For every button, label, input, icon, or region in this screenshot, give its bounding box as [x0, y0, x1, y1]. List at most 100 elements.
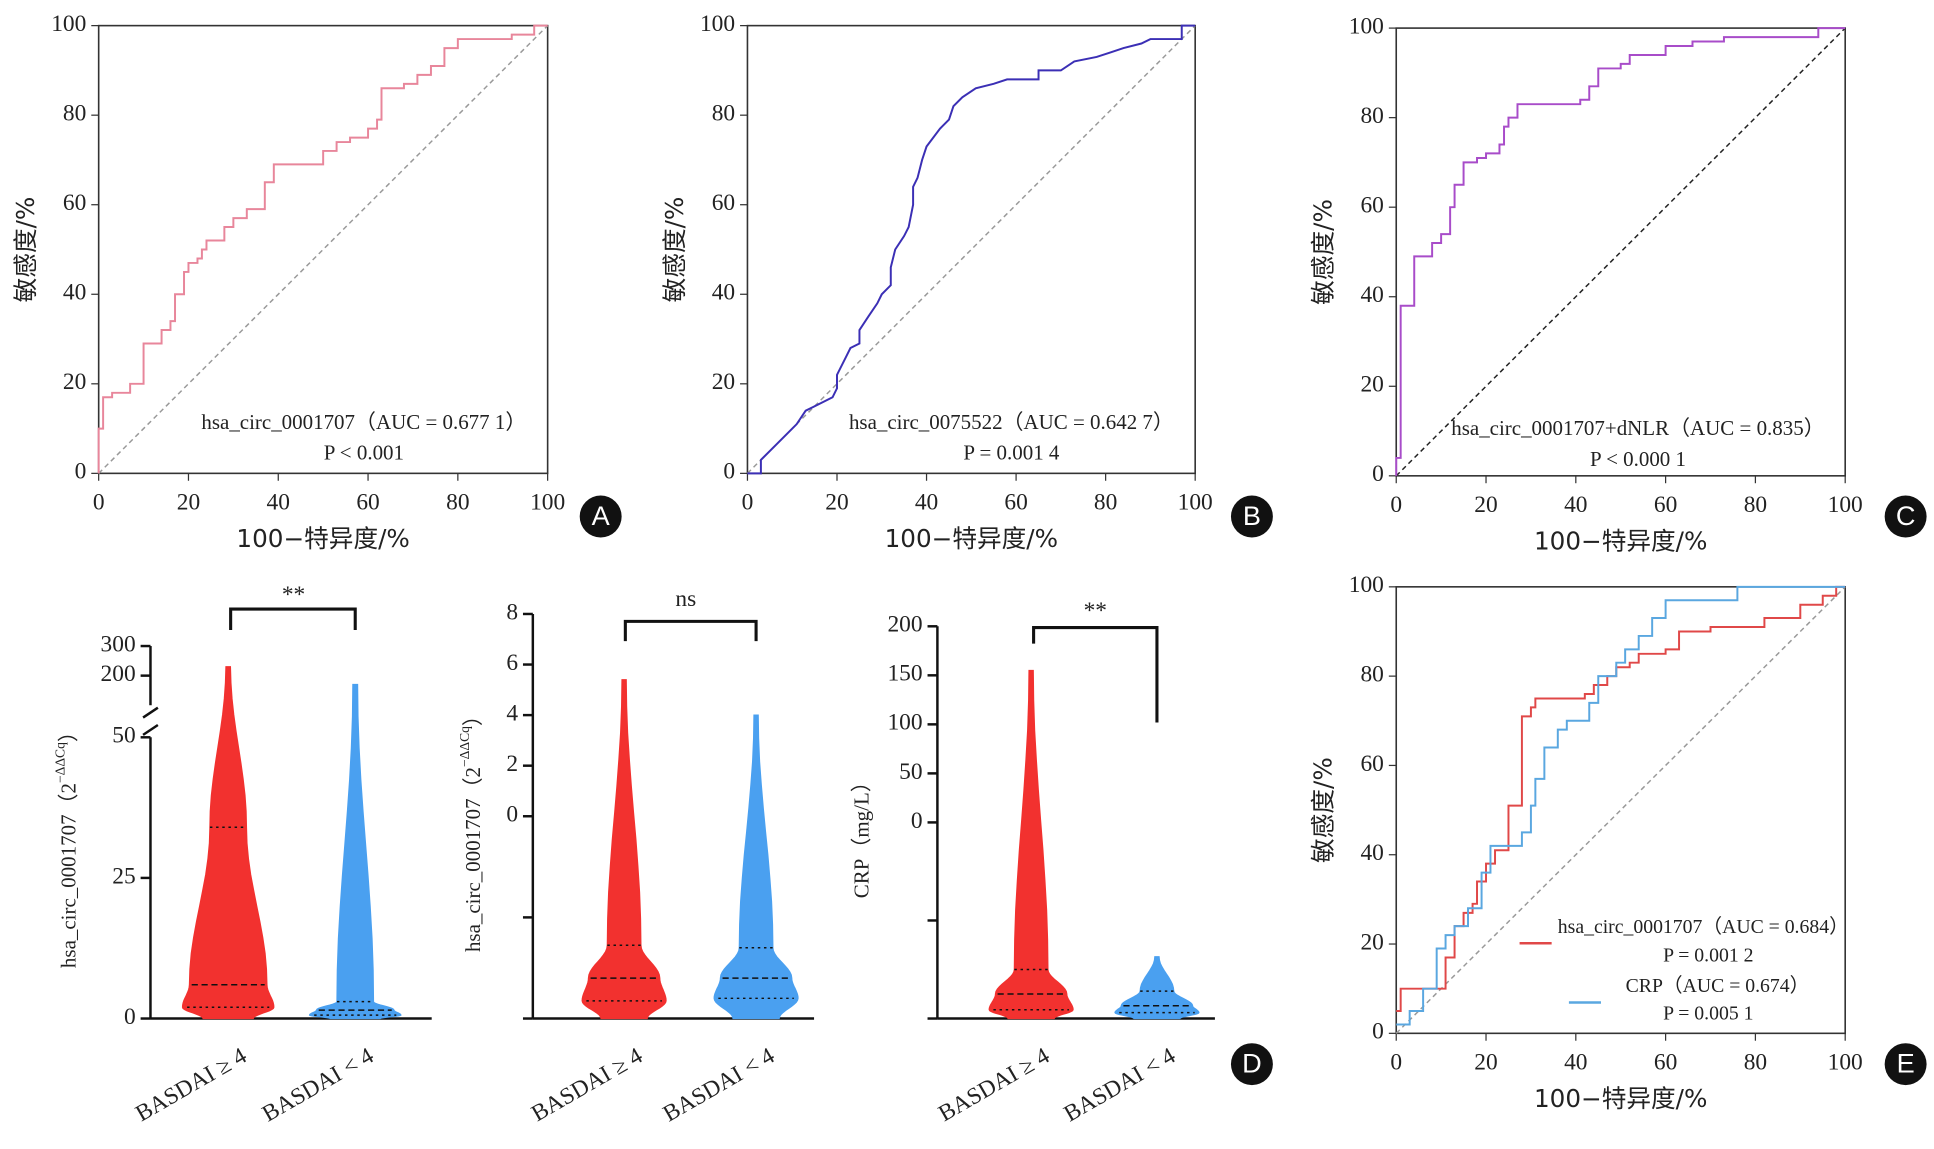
y-tick-label: 2: [506, 751, 518, 777]
x-tick-label: 0: [1390, 492, 1402, 518]
axis-break: [142, 706, 159, 719]
panel-label: B: [1243, 500, 1261, 531]
violin: [1114, 956, 1200, 1020]
significance-label: **: [1084, 598, 1107, 624]
panel-badge: [1230, 495, 1273, 538]
x-tick-label: BASDAI ≥ 4: [934, 1043, 1054, 1127]
y-tick-label: 80: [63, 101, 86, 127]
x-tick-label: 20: [177, 490, 200, 516]
y-tick-label: 100: [887, 710, 922, 736]
x-tick-label: 0: [742, 490, 754, 516]
plot-frame: [746, 24, 1196, 475]
y-axis-title-text: hsa_circ_0001707（2: [56, 783, 80, 968]
x-tick-label: 80: [1744, 492, 1767, 518]
y-axis-title-text: CRP（mg/L）: [849, 771, 873, 898]
y-tick-label: 80: [712, 101, 735, 127]
significance-bracket: [623, 619, 758, 642]
violin: [988, 669, 1074, 1020]
y-axis-title: 敏感度/%: [11, 197, 40, 303]
y-tick-label: 50: [112, 723, 135, 749]
x-tick-label: 20: [825, 490, 848, 516]
y-tick-label: 50: [899, 759, 922, 785]
y-tick-label: 20: [1360, 372, 1383, 398]
x-tick-label: 80: [446, 490, 469, 516]
x-tick-label: 0: [1390, 1050, 1402, 1076]
x-axis-title: 100−特异度/%: [236, 524, 409, 553]
y-tick-label: 150: [887, 661, 922, 687]
y-axis-title-text: hsa_circ_0001707（2: [461, 767, 485, 952]
violin: [713, 714, 799, 1020]
y-tick-label: 40: [63, 280, 86, 306]
y-tick-label: 0: [1372, 1019, 1384, 1045]
x-tick-label: 100: [1178, 490, 1213, 516]
diagonal: [1395, 586, 1846, 1034]
y-tick-label: 20: [63, 369, 86, 395]
y-axis-title-sup: −ΔΔCq: [53, 742, 68, 783]
y-tick-label: 0: [124, 1004, 136, 1030]
y-tick-label: 0: [911, 808, 923, 834]
x-tick-label: 60: [1654, 492, 1677, 518]
x-tick-label: BASDAI ≥ 4: [527, 1043, 647, 1127]
panel-badge: [1884, 495, 1927, 538]
plot-frame: [1395, 586, 1846, 1035]
significance-bracket: [1032, 625, 1159, 723]
x-tick-label: 40: [1564, 492, 1587, 518]
y-tick-label: 200: [887, 612, 922, 638]
x-tick-label: 100: [1828, 492, 1863, 518]
plot-frame: [97, 24, 549, 475]
annotation: P = 0.001 4: [963, 441, 1060, 465]
y-axis-title: 敏感度/%: [660, 197, 689, 303]
y-tick-label: 80: [1360, 103, 1383, 129]
violin: [308, 683, 402, 1020]
x-tick-label: 20: [1474, 1050, 1497, 1076]
y-tick-label: 4: [506, 700, 518, 726]
y-axis-title: hsa_circ_0001707（2−ΔΔCq）: [53, 721, 80, 968]
legend-label: hsa_circ_0001707（AUC = 0.684）: [1558, 916, 1849, 938]
y-axis-title: 敏感度/%: [1309, 199, 1338, 305]
x-tick-label: 60: [1004, 490, 1027, 516]
panel-badge: [1884, 1043, 1927, 1086]
y-tick-label: 40: [1360, 282, 1383, 308]
y-axis-title-end: ）: [461, 705, 485, 726]
x-tick-label: 40: [267, 490, 290, 516]
x-tick-label: BASDAI < 4: [1060, 1043, 1180, 1128]
y-tick-label: 60: [1360, 193, 1383, 219]
y-tick-label: 100: [51, 11, 86, 37]
y-tick-label: 100: [700, 11, 735, 37]
panel-badge: [579, 495, 622, 538]
significance-bracket: [229, 607, 357, 631]
panel-label: C: [1896, 500, 1916, 531]
x-tick-label: 0: [93, 490, 105, 516]
y-tick-label: 0: [506, 802, 518, 828]
x-tick-label: 40: [1564, 1050, 1587, 1076]
y-tick-label: 0: [723, 459, 735, 485]
diagonal: [746, 25, 1196, 474]
x-axis-title: 100−特异度/%: [885, 524, 1058, 553]
y-tick-label: 6: [506, 650, 518, 676]
y-axis-title-end: ）: [56, 721, 80, 742]
y-tick-label: 60: [63, 190, 86, 216]
panel-label: A: [592, 500, 611, 531]
p-value: P = 0.005 1: [1663, 1002, 1753, 1024]
roc-curve: [1396, 585, 1846, 1012]
panel-label: E: [1897, 1048, 1915, 1079]
diagonal: [1395, 27, 1846, 477]
y-tick-label: 0: [75, 459, 87, 485]
significance-label: **: [282, 582, 305, 608]
y-tick-label: 40: [1360, 840, 1383, 866]
roc-curve: [97, 24, 548, 474]
y-tick-label: 60: [1360, 751, 1383, 777]
legend-label: CRP（AUC = 0.674）: [1626, 975, 1810, 997]
p-value: P = 0.001 2: [1663, 944, 1753, 966]
x-tick-label: BASDAI < 4: [258, 1043, 378, 1128]
panel-label: D: [1242, 1048, 1262, 1079]
x-tick-label: 100: [1828, 1050, 1863, 1076]
y-axis-title: 敏感度/%: [1309, 757, 1338, 863]
axis-break: [142, 723, 159, 736]
y-axis-title-sup: −ΔΔCq: [457, 726, 472, 767]
violin: [581, 679, 667, 1020]
y-tick-label: 40: [712, 280, 735, 306]
x-tick-label: 40: [915, 490, 938, 516]
y-tick-label: 200: [101, 661, 136, 687]
x-tick-label: BASDAI ≥ 4: [131, 1043, 251, 1127]
